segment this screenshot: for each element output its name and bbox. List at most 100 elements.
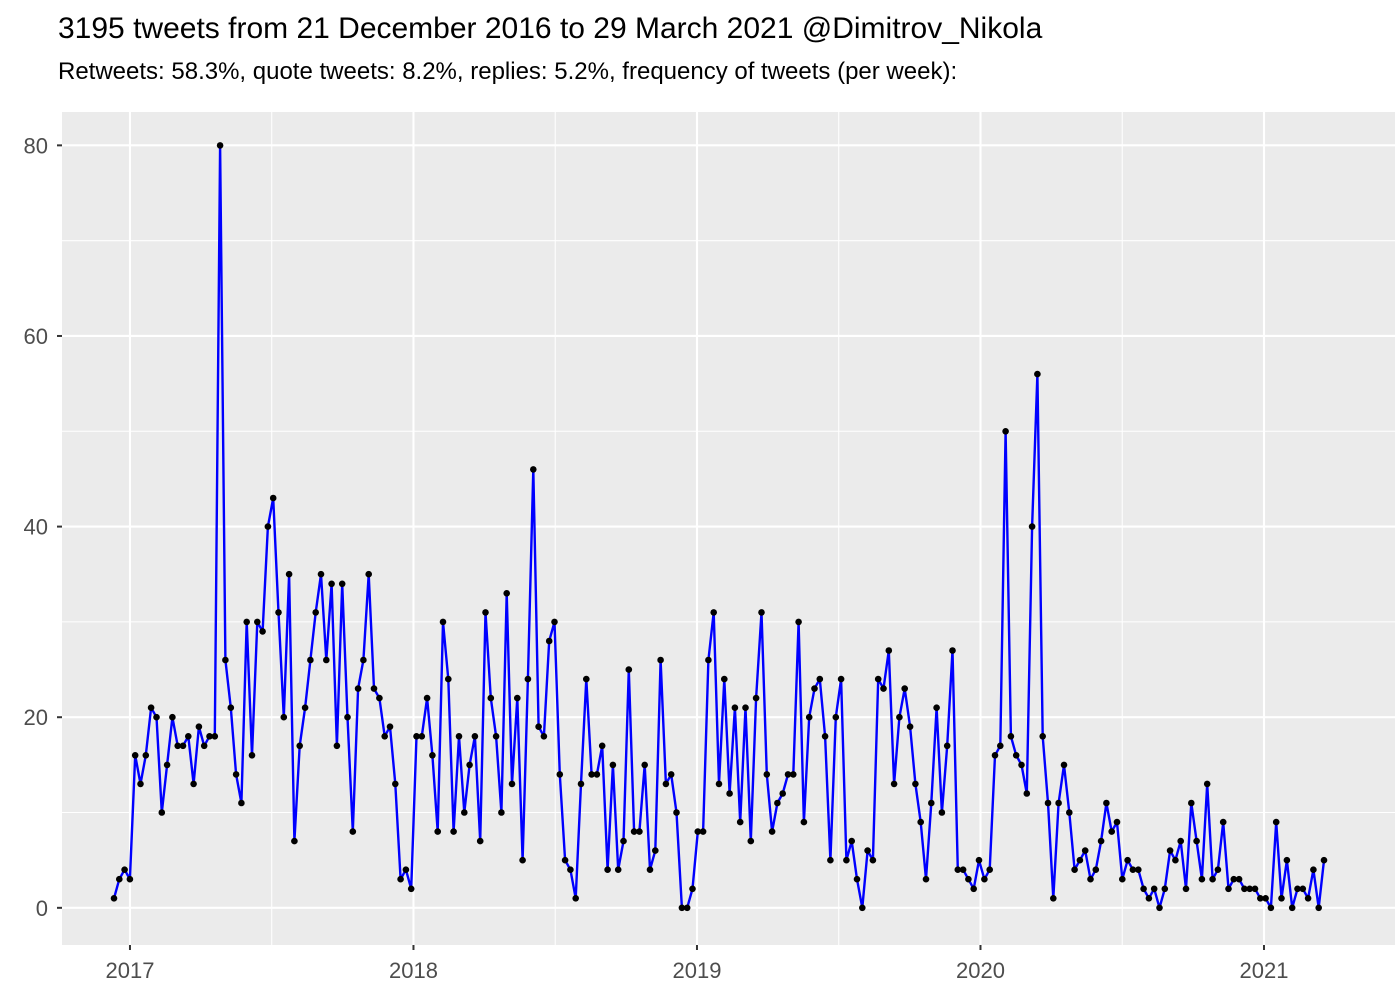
data-point	[535, 723, 542, 730]
data-point	[853, 875, 861, 883]
data-point	[1299, 885, 1307, 893]
data-point	[981, 875, 988, 883]
data-point	[1272, 818, 1280, 826]
data-point	[291, 837, 298, 845]
data-point	[678, 904, 686, 912]
data-point	[1310, 866, 1317, 873]
data-point	[843, 856, 850, 864]
data-point	[943, 742, 951, 750]
data-point	[524, 675, 532, 683]
data-point	[1002, 428, 1009, 435]
data-point	[795, 618, 802, 626]
data-point	[779, 790, 786, 797]
data-point	[174, 742, 181, 750]
data-point	[1166, 847, 1174, 854]
data-point	[683, 904, 691, 912]
data-point	[1034, 370, 1041, 378]
data-point	[147, 704, 155, 711]
data-point	[1113, 818, 1121, 826]
data-point	[370, 685, 378, 692]
data-point	[1018, 761, 1025, 769]
data-point	[705, 656, 712, 664]
data-point	[248, 752, 256, 759]
data-point	[917, 818, 924, 826]
data-point	[1150, 885, 1158, 893]
data-point	[774, 799, 781, 807]
data-point	[710, 609, 717, 616]
data-point	[487, 694, 495, 702]
data-point	[1214, 866, 1222, 873]
data-point	[206, 733, 213, 740]
data-point	[280, 713, 288, 721]
data-point	[413, 733, 420, 740]
data-point	[646, 866, 654, 873]
data-point	[1235, 875, 1243, 883]
data-point	[556, 771, 564, 778]
data-point	[837, 675, 845, 683]
data-point	[890, 780, 898, 788]
data-point	[1140, 885, 1147, 893]
data-point	[880, 685, 887, 692]
data-point	[1039, 733, 1046, 740]
data-point	[232, 771, 240, 778]
data-point	[471, 733, 479, 740]
chart-title: 3195 tweets from 21 December 2016 to 29 …	[58, 12, 1043, 45]
data-point	[1278, 895, 1285, 902]
data-point	[997, 742, 1004, 750]
data-point	[1230, 875, 1238, 883]
x-tick-label: 2019	[673, 958, 722, 983]
data-point	[938, 809, 946, 816]
data-point	[418, 733, 426, 740]
data-point	[434, 828, 442, 835]
data-point	[726, 790, 733, 797]
y-tick-label: 80	[24, 133, 48, 158]
data-point	[975, 856, 983, 864]
data-point	[185, 733, 192, 740]
data-point	[1288, 904, 1296, 912]
data-point	[662, 780, 670, 788]
data-point	[752, 694, 760, 702]
data-point	[179, 742, 187, 750]
chart-subtitle: Retweets: 58.3%, quote tweets: 8.2%, rep…	[58, 58, 958, 85]
data-point	[1198, 875, 1206, 883]
y-tick-label: 0	[36, 896, 48, 921]
data-point	[211, 733, 219, 740]
data-point	[1055, 799, 1062, 807]
data-point	[349, 828, 357, 835]
data-point	[216, 142, 224, 149]
data-point	[885, 647, 893, 654]
plot-panel	[62, 112, 1395, 945]
data-point	[1246, 885, 1253, 893]
data-point	[588, 771, 595, 778]
data-point	[864, 847, 871, 854]
data-point	[158, 809, 166, 816]
data-point	[1262, 895, 1269, 902]
data-point	[1156, 904, 1163, 912]
data-point	[1320, 856, 1328, 864]
data-point	[811, 685, 818, 692]
data-point	[498, 809, 505, 816]
data-point	[259, 628, 266, 635]
data-point	[376, 694, 383, 702]
data-point	[636, 828, 643, 835]
data-point	[790, 771, 797, 778]
data-point	[142, 752, 150, 759]
data-point	[949, 647, 956, 654]
data-point	[110, 895, 118, 902]
data-point	[1023, 790, 1031, 797]
data-point	[1251, 885, 1259, 893]
data-point	[540, 733, 548, 740]
data-point	[641, 761, 648, 769]
data-point	[243, 618, 250, 626]
data-point	[1257, 895, 1264, 902]
data-point	[269, 494, 277, 502]
data-point	[307, 656, 314, 664]
data-point	[630, 828, 638, 835]
data-point	[450, 828, 457, 835]
data-point	[312, 609, 320, 616]
data-point	[461, 809, 468, 816]
data-point	[657, 656, 664, 664]
data-point	[901, 685, 908, 692]
data-point	[126, 875, 134, 883]
data-point	[301, 704, 309, 711]
